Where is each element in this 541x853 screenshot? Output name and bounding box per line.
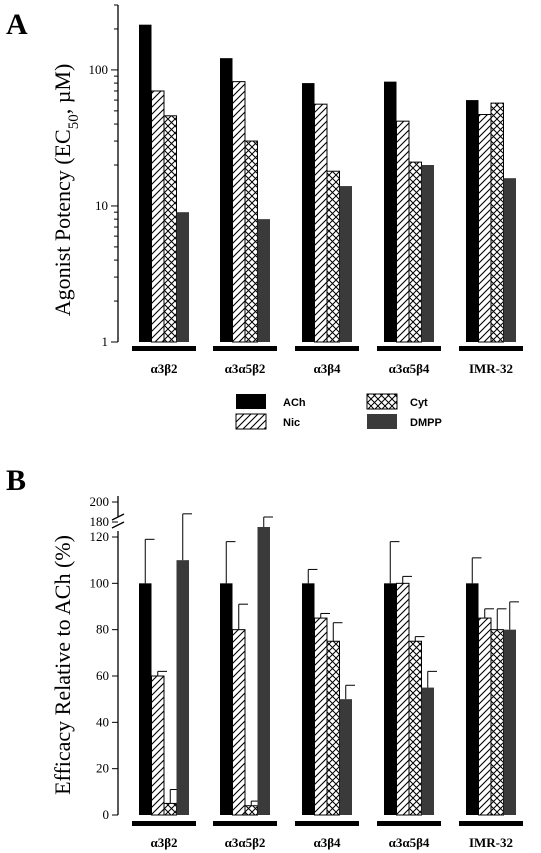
y-tick-label-a: 100	[89, 62, 109, 77]
y-tick-label-b: 100	[90, 575, 110, 590]
bar-a-dmpp-1	[176, 212, 189, 342]
bar-a-dmpp-5	[503, 178, 516, 342]
category-label-a: IMR-32	[469, 361, 513, 376]
y-tick-label-b: 80	[96, 622, 109, 637]
bar-a-cyt-4	[408, 161, 422, 343]
bar-a-nic-5	[478, 114, 492, 343]
y-axis-label-a: Agonist Potency (EC50, µM)	[50, 64, 82, 317]
category-label-a: α3α5β4	[389, 361, 430, 376]
bar-a-nic-2	[232, 81, 246, 343]
panel-a-bars	[139, 24, 516, 343]
legend-swatch-nic	[235, 413, 267, 430]
category-bar-a	[459, 346, 523, 351]
legend: ACh Cyt Nic DMPP	[235, 393, 442, 430]
category-bar-b	[132, 821, 196, 826]
y-axis-label-a-main: Agonist Potency (EC	[50, 129, 75, 316]
bar-b-dmpp-5	[503, 629, 516, 815]
category-label-a: α3α5β2	[225, 361, 266, 376]
legend-swatch-dmpp	[367, 414, 397, 429]
bar-a-cyt-2	[244, 140, 258, 343]
category-bar-a	[132, 346, 196, 351]
y-tick-label-b: 40	[96, 714, 109, 729]
bar-b-ach-5	[466, 583, 479, 815]
bar-b-nic-3	[314, 617, 328, 816]
bar-b-dmpp-3	[339, 699, 352, 815]
category-label-b: α3α5β2	[225, 835, 266, 850]
y-tick-label-a: 1	[102, 334, 109, 349]
bar-a-ach-3	[302, 83, 315, 343]
category-bar-b	[459, 821, 523, 826]
legend-label-nic: Nic	[283, 417, 300, 429]
legend-swatch-ach	[236, 394, 266, 409]
category-bar-a	[377, 346, 441, 351]
panel-b-category-labels: α3β2 α3α5β2 α3β4 α3α5β4 IMR-32	[132, 821, 523, 850]
legend-swatch-cyt	[366, 393, 398, 410]
category-bar-b	[295, 821, 359, 826]
bar-break-gap	[256, 512, 271, 517]
bar-a-cyt-3	[326, 170, 340, 343]
bar-b-ach-4	[384, 583, 397, 815]
category-bar-a	[213, 346, 277, 351]
category-label-b: α3β4	[313, 835, 341, 850]
category-label-b: α3α5β4	[389, 835, 430, 850]
bar-a-dmpp-3	[339, 186, 352, 342]
y-axis-label-a-sub: 50	[66, 114, 82, 129]
y-axis-label-a-tail: , µM)	[50, 64, 75, 115]
bar-b-cyt-4	[408, 640, 422, 816]
bar-b-cyt-2	[244, 805, 258, 816]
bar-b-cyt-3	[326, 640, 340, 816]
bar-a-nic-4	[396, 120, 410, 343]
bar-a-ach-4	[384, 81, 397, 342]
y-tick-label-b-upper: 180	[90, 514, 110, 529]
y-tick-label-b: 20	[96, 761, 109, 776]
bar-b-cyt-1	[163, 802, 177, 816]
bar-b-nic-4	[396, 582, 410, 816]
legend-label-cyt: Cyt	[410, 397, 428, 409]
axis-break-mark	[111, 521, 125, 529]
bar-b-ach-3	[302, 583, 315, 815]
axis-break-mark	[111, 513, 125, 521]
bar-b-nic-5	[478, 617, 492, 816]
bar-b-dmpp-4	[421, 687, 434, 815]
y-tick-label-b: 0	[103, 807, 110, 822]
bar-b-dmpp-1	[176, 560, 189, 815]
y-axis-label-b: Efficacy Relative to ACh (%)	[50, 535, 75, 795]
category-label-b: α3β2	[150, 835, 177, 850]
y-tick-label-b-upper: 200	[90, 494, 110, 509]
bar-a-ach-5	[466, 100, 479, 342]
panel-letter-a: A	[6, 8, 28, 41]
bar-b-ach-2	[220, 583, 233, 815]
panel-letter-b: B	[6, 464, 26, 497]
legend-label-ach: ACh	[283, 397, 306, 409]
bar-a-ach-1	[139, 24, 152, 342]
y-tick-label-b: 120	[90, 529, 110, 544]
bar-a-nic-3	[314, 103, 328, 343]
y-tick-label-b: 60	[96, 668, 109, 683]
bar-b-nic-1	[151, 675, 165, 816]
bar-a-dmpp-4	[421, 165, 434, 342]
bar-b-cyt-5	[490, 629, 504, 816]
bar-a-ach-2	[220, 58, 233, 343]
category-bar-b	[377, 821, 441, 826]
category-label-b: IMR-32	[469, 835, 513, 850]
bar-b-nic-2	[232, 629, 246, 816]
bar-b-dmpp-2	[257, 527, 270, 815]
category-label-a: α3β2	[150, 361, 177, 376]
bar-a-cyt-5	[490, 102, 504, 343]
panel-a-category-labels: α3β2 α3α5β2 α3β4 α3α5β4 IMR-32	[132, 346, 523, 376]
bar-a-dmpp-2	[257, 219, 270, 342]
y-tick-label-a: 10	[95, 198, 108, 213]
category-label-a: α3β4	[313, 361, 341, 376]
bar-a-nic-1	[151, 90, 165, 343]
bar-b-ach-1	[139, 583, 152, 815]
legend-label-dmpp: DMPP	[410, 417, 442, 429]
category-bar-a	[295, 346, 359, 351]
panel-a-axes: 1 10 100	[89, 4, 119, 349]
category-bar-b	[213, 821, 277, 826]
bar-a-cyt-1	[163, 115, 177, 343]
panel-b-bars	[139, 512, 519, 816]
